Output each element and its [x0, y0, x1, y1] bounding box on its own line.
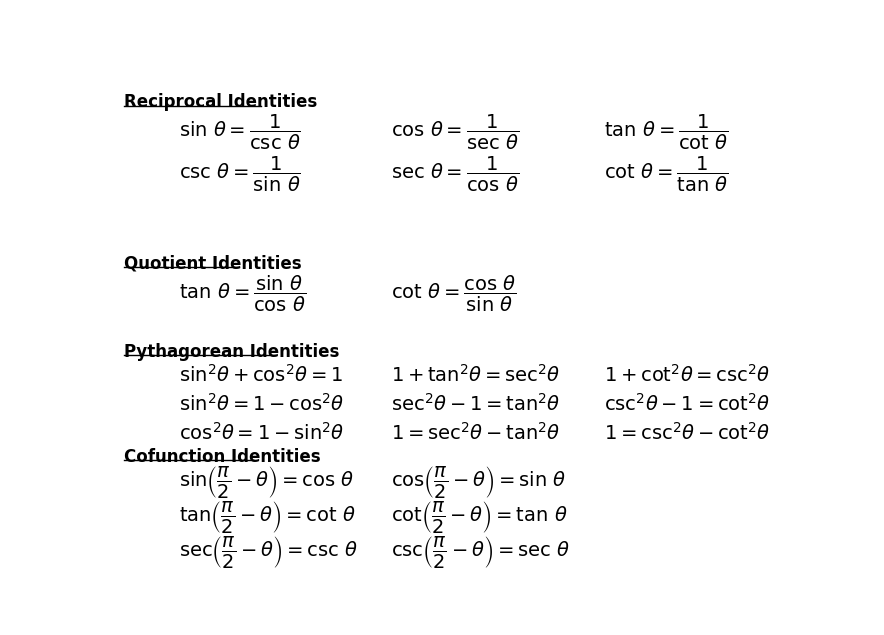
Text: $\tan\,\theta = \dfrac{\sin\,\theta}{\cos\,\theta}$: $\tan\,\theta = \dfrac{\sin\,\theta}{\co…: [179, 274, 306, 314]
Text: $\csc\,\theta = \dfrac{1}{\sin\,\theta}$: $\csc\,\theta = \dfrac{1}{\sin\,\theta}$: [179, 154, 301, 194]
Text: $\cos\!\left(\dfrac{\pi}{2} - \theta\right) = \sin\,\theta$: $\cos\!\left(\dfrac{\pi}{2} - \theta\rig…: [392, 464, 567, 500]
Text: $\cot\,\theta = \dfrac{1}{\tan\,\theta}$: $\cot\,\theta = \dfrac{1}{\tan\,\theta}$: [604, 154, 728, 194]
Text: $\sin\!\left(\dfrac{\pi}{2} - \theta\right) = \cos\,\theta$: $\sin\!\left(\dfrac{\pi}{2} - \theta\rig…: [179, 464, 354, 500]
Text: Quotient Identities: Quotient Identities: [124, 255, 301, 272]
Text: $\cos\,\theta = \dfrac{1}{\sec\,\theta}$: $\cos\,\theta = \dfrac{1}{\sec\,\theta}$: [392, 113, 520, 152]
Text: $\tan\!\left(\dfrac{\pi}{2} - \theta\right) = \cot\,\theta$: $\tan\!\left(\dfrac{\pi}{2} - \theta\rig…: [179, 499, 356, 535]
Text: $\cos^2\!\theta = 1 - \sin^2\!\theta$: $\cos^2\!\theta = 1 - \sin^2\!\theta$: [179, 422, 345, 444]
Text: $\csc^2\!\theta - 1 = \cot^2\!\theta$: $\csc^2\!\theta - 1 = \cot^2\!\theta$: [604, 393, 770, 415]
Text: $\csc\!\left(\dfrac{\pi}{2} - \theta\right) = \sec\,\theta$: $\csc\!\left(\dfrac{\pi}{2} - \theta\rig…: [392, 535, 570, 570]
Text: $1 + \cot^2\!\theta = \csc^2\!\theta$: $1 + \cot^2\!\theta = \csc^2\!\theta$: [604, 363, 770, 385]
Text: $\sin\,\theta = \dfrac{1}{\csc\,\theta}$: $\sin\,\theta = \dfrac{1}{\csc\,\theta}$: [179, 113, 301, 152]
Text: Reciprocal Identities: Reciprocal Identities: [124, 93, 317, 111]
Text: Cofunction Identities: Cofunction Identities: [124, 448, 321, 466]
Text: $\tan\,\theta = \dfrac{1}{\cot\,\theta}$: $\tan\,\theta = \dfrac{1}{\cot\,\theta}$: [604, 113, 728, 152]
Text: $\sec^2\!\theta - 1 = \tan^2\!\theta$: $\sec^2\!\theta - 1 = \tan^2\!\theta$: [392, 393, 560, 415]
Text: $1 + \tan^2\!\theta = \sec^2\!\theta$: $1 + \tan^2\!\theta = \sec^2\!\theta$: [392, 363, 560, 385]
Text: $\cot\!\left(\dfrac{\pi}{2} - \theta\right) = \tan\,\theta$: $\cot\!\left(\dfrac{\pi}{2} - \theta\rig…: [392, 499, 568, 535]
Text: $1 = \csc^2\!\theta - \cot^2\!\theta$: $1 = \csc^2\!\theta - \cot^2\!\theta$: [604, 422, 770, 444]
Text: $1 = \sec^2\!\theta - \tan^2\!\theta$: $1 = \sec^2\!\theta - \tan^2\!\theta$: [392, 422, 560, 444]
Text: $\sec\!\left(\dfrac{\pi}{2} - \theta\right) = \csc\,\theta$: $\sec\!\left(\dfrac{\pi}{2} - \theta\rig…: [179, 535, 358, 570]
Text: $\sin^2\!\theta = 1 - \cos^2\!\theta$: $\sin^2\!\theta = 1 - \cos^2\!\theta$: [179, 393, 345, 415]
Text: $\sec\,\theta = \dfrac{1}{\cos\,\theta}$: $\sec\,\theta = \dfrac{1}{\cos\,\theta}$: [392, 154, 520, 194]
Text: Pythagorean Identities: Pythagorean Identities: [124, 343, 339, 361]
Text: $\sin^2\!\theta + \cos^2\!\theta = 1$: $\sin^2\!\theta + \cos^2\!\theta = 1$: [179, 363, 343, 385]
Text: $\cot\,\theta = \dfrac{\cos\,\theta}{\sin\,\theta}$: $\cot\,\theta = \dfrac{\cos\,\theta}{\si…: [392, 274, 517, 314]
